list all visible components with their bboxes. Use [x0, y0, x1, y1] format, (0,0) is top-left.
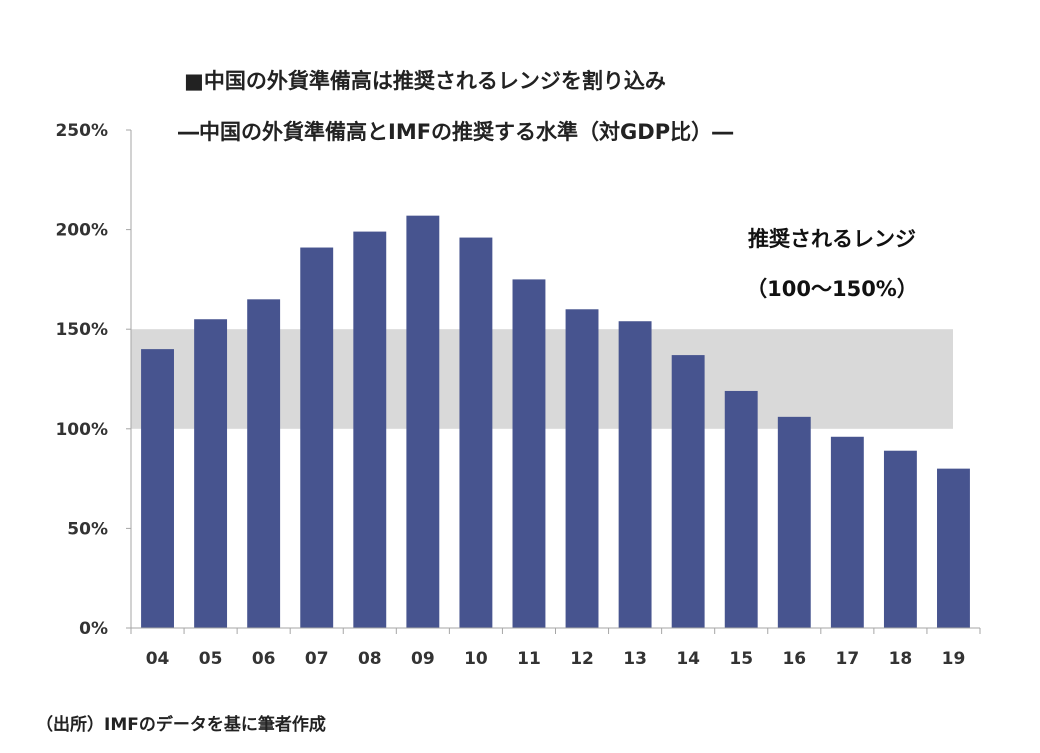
- bar-06: [247, 299, 281, 628]
- bar-11: [512, 279, 546, 628]
- y-tick-label: 0%: [79, 619, 108, 639]
- bar-18: [883, 450, 917, 628]
- range-label-line1: 推奨されるレンジ: [748, 227, 916, 251]
- y-tick-label: 50%: [67, 519, 108, 539]
- bar-09: [406, 215, 440, 628]
- x-tick-label: 16: [782, 649, 806, 669]
- y-tick-label: 100%: [55, 420, 108, 440]
- x-tick-label: 11: [517, 649, 541, 669]
- x-tick-label: 10: [464, 649, 488, 669]
- x-tick-label: 12: [570, 649, 594, 669]
- bar-07: [300, 247, 334, 628]
- x-tick-label: 08: [358, 649, 382, 669]
- bar-12: [565, 309, 599, 628]
- x-tick-label: 19: [942, 649, 966, 669]
- plot-area: 0% 50% 100% 150% 200% 250% 04 05 06 07 08 09 10 11 12 1…: [55, 121, 981, 669]
- y-tick-label: 200%: [55, 221, 108, 241]
- bar-16: [777, 416, 811, 628]
- x-tick-label: 09: [411, 649, 435, 669]
- x-tick-label: 18: [889, 649, 913, 669]
- chart-subtitle: ―中国の外貨準備高とIMFの推奨する水準（対GDP比）―: [178, 120, 733, 144]
- bar-15: [724, 390, 758, 628]
- y-tick-label: 250%: [55, 121, 108, 141]
- bar-13: [618, 321, 652, 628]
- x-tick-label: 05: [199, 649, 223, 669]
- x-tick-label: 14: [676, 649, 700, 669]
- chart-title: ■中国の外貨準備高は推奨されるレンジを割り込み: [184, 69, 666, 93]
- x-tick-label: 04: [146, 649, 170, 669]
- bar-19: [937, 468, 970, 628]
- bar-04: [141, 349, 174, 628]
- x-tick-label: 15: [729, 649, 753, 669]
- y-tick-label: 150%: [55, 320, 108, 340]
- x-tick-label: 07: [305, 649, 329, 669]
- bar-10: [459, 237, 493, 628]
- range-label-line2: （100～150%）: [746, 277, 918, 301]
- source-note: （出所）IMFのデータを基に筆者作成: [36, 714, 326, 735]
- bar-17: [830, 436, 864, 628]
- bar-08: [353, 231, 387, 629]
- x-tick-label: 13: [623, 649, 647, 669]
- bar-05: [194, 319, 228, 628]
- x-tick-label: 06: [252, 649, 276, 669]
- bar-14: [671, 355, 705, 628]
- x-tick-label: 17: [836, 649, 860, 669]
